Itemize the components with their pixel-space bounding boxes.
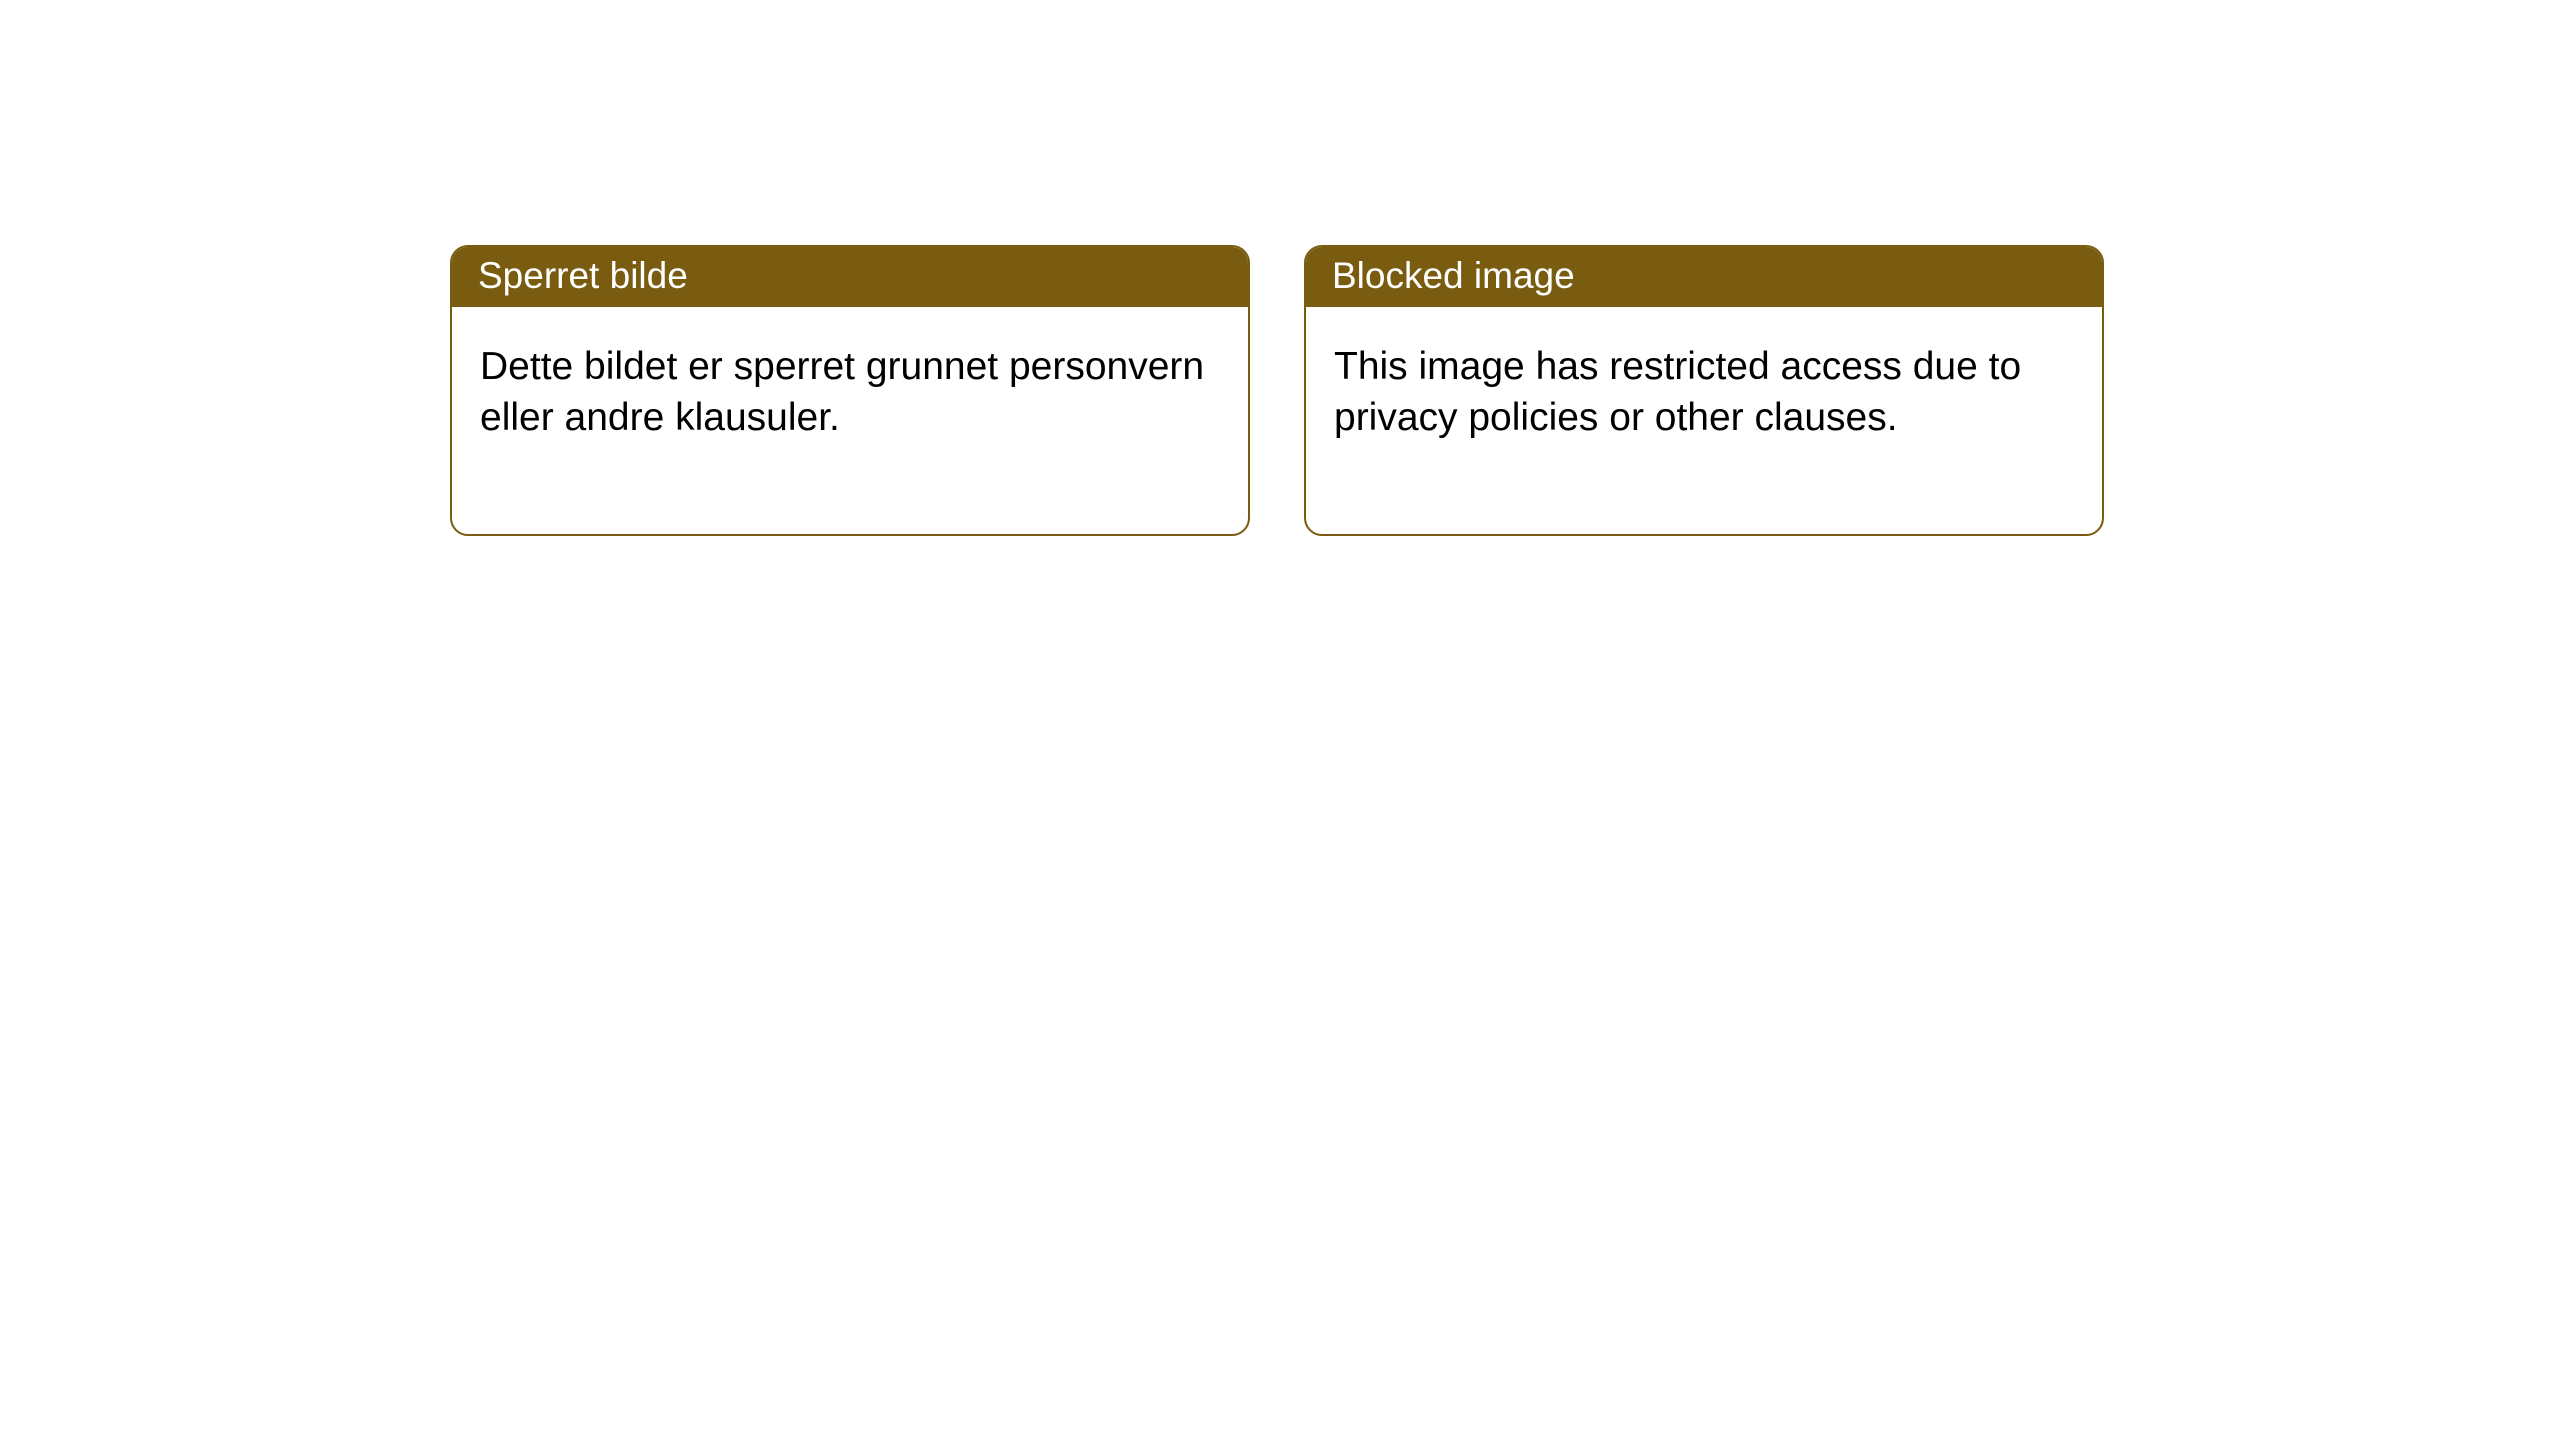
notice-card-english: Blocked image This image has restricted … <box>1304 245 2104 536</box>
notice-body: This image has restricted access due to … <box>1306 307 2102 534</box>
notice-container: Sperret bilde Dette bildet er sperret gr… <box>0 0 2560 536</box>
notice-header: Blocked image <box>1306 247 2102 307</box>
notice-header: Sperret bilde <box>452 247 1248 307</box>
notice-card-norwegian: Sperret bilde Dette bildet er sperret gr… <box>450 245 1250 536</box>
notice-body: Dette bildet er sperret grunnet personve… <box>452 307 1248 534</box>
